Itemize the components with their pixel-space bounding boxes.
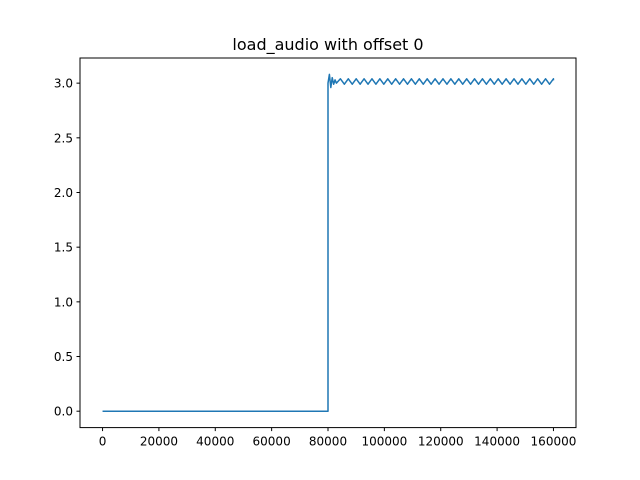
x-tick-label: 80000 [309,435,347,449]
chart-title: load_audio with offset 0 [232,35,423,55]
x-tick-label: 0 [99,435,107,449]
x-tick-label: 60000 [253,435,291,449]
plot-area [79,57,577,429]
x-tick-label: 100000 [361,435,407,449]
y-tick-label: 2.5 [54,131,73,145]
x-tick-label: 120000 [418,435,464,449]
y-tick-label: 1.0 [54,295,73,309]
y-tick-label: 2.0 [54,186,73,200]
x-axis: 0 20000 40000 60000 80000 100000 120000 140000 1… [99,427,577,449]
x-tick-label: 40000 [196,435,234,449]
x-tick-label: 20000 [140,435,178,449]
y-tick-label: 0.5 [54,350,73,364]
y-tick-label: 1.5 [54,241,73,255]
y-tick-label: 0.0 [54,405,73,419]
x-tick-label: 160000 [531,435,577,449]
series-line [102,73,555,412]
y-axis: 0.0 0.5 1.0 1.5 2.0 2.5 3.0 [54,77,80,419]
y-tick-label: 3.0 [54,77,73,91]
series-layer [102,73,555,412]
x-tick-label: 140000 [474,435,520,449]
